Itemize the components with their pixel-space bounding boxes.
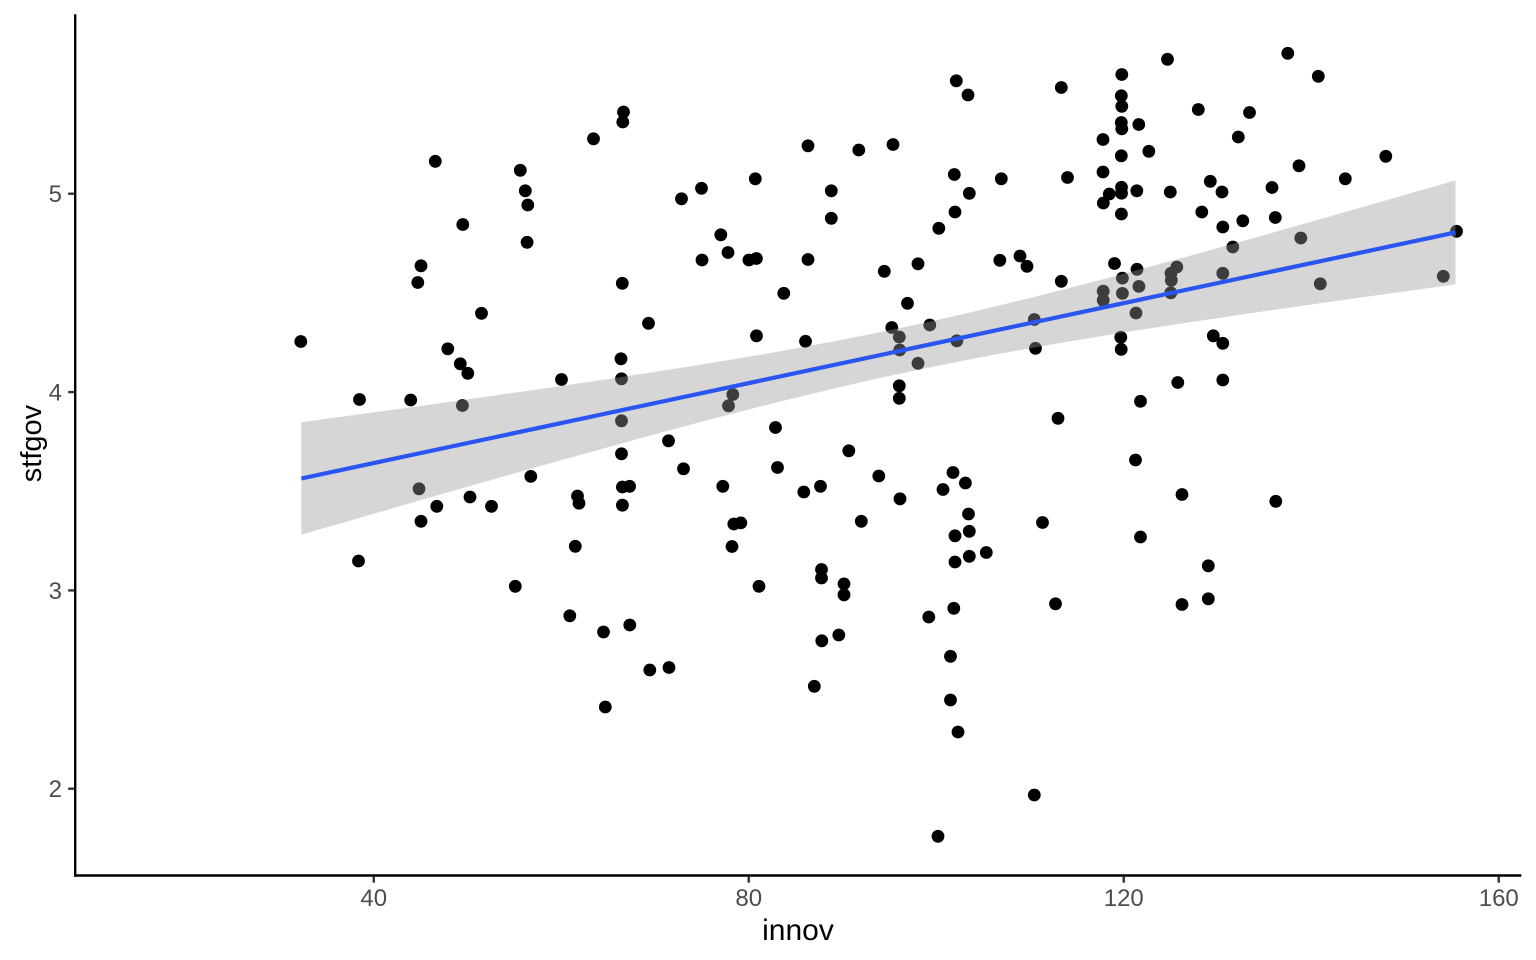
svg-text:stfgov: stfgov [16,404,48,482]
svg-text:3: 3 [49,578,62,605]
svg-text:120: 120 [1104,885,1144,912]
svg-text:160: 160 [1479,885,1519,912]
svg-text:2: 2 [49,776,62,803]
svg-text:40: 40 [360,885,387,912]
svg-text:80: 80 [735,885,762,912]
svg-text:5: 5 [49,181,62,208]
svg-text:4: 4 [49,380,62,407]
svg-text:innov: innov [762,914,834,947]
